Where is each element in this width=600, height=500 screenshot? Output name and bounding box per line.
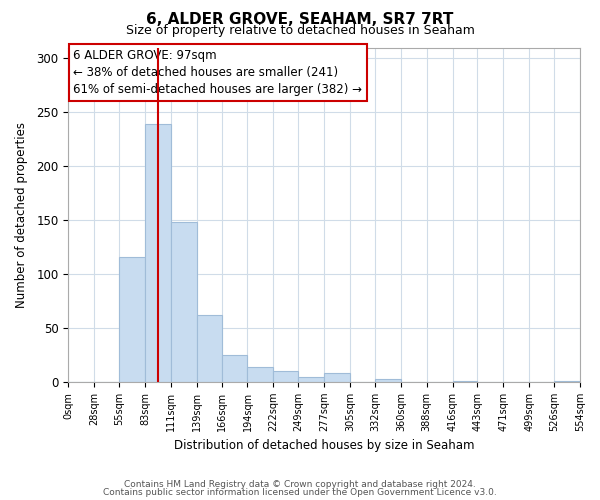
Text: 6 ALDER GROVE: 97sqm
← 38% of detached houses are smaller (241)
61% of semi-deta: 6 ALDER GROVE: 97sqm ← 38% of detached h…: [73, 49, 362, 96]
Bar: [119, 257, 145, 382]
X-axis label: Distribution of detached houses by size in Seaham: Distribution of detached houses by size …: [174, 440, 475, 452]
Bar: [171, 222, 197, 382]
Bar: [197, 315, 221, 382]
Text: Size of property relative to detached houses in Seaham: Size of property relative to detached ho…: [125, 24, 475, 37]
Bar: [274, 371, 298, 382]
Bar: [452, 381, 478, 382]
Bar: [247, 367, 274, 382]
Text: Contains public sector information licensed under the Open Government Licence v3: Contains public sector information licen…: [103, 488, 497, 497]
Text: Contains HM Land Registry data © Crown copyright and database right 2024.: Contains HM Land Registry data © Crown c…: [124, 480, 476, 489]
Y-axis label: Number of detached properties: Number of detached properties: [15, 122, 28, 308]
Text: 6, ALDER GROVE, SEAHAM, SR7 7RT: 6, ALDER GROVE, SEAHAM, SR7 7RT: [146, 12, 454, 28]
Bar: [324, 374, 350, 382]
Bar: [145, 124, 171, 382]
Bar: [298, 376, 324, 382]
Bar: [375, 378, 401, 382]
Bar: [554, 381, 580, 382]
Bar: [221, 355, 247, 382]
